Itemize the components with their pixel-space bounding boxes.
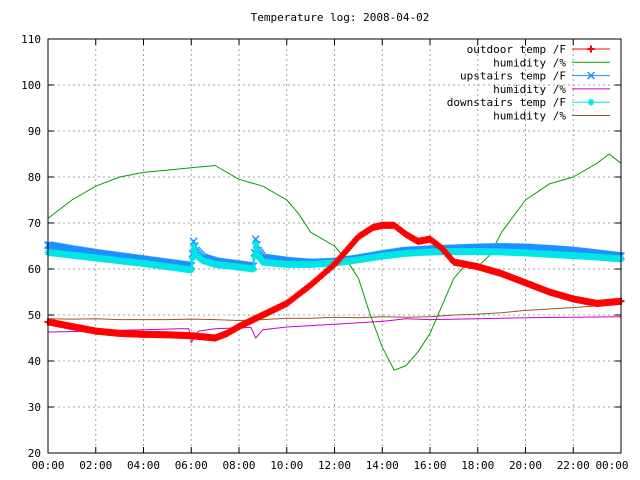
- data-point-marker: [190, 243, 197, 249]
- chart-title: Temperature log: 2008-04-02: [251, 11, 430, 24]
- x-tick-label: 22:00: [557, 459, 590, 472]
- y-tick-label: 80: [28, 171, 41, 184]
- legend-label: humidity /%: [493, 110, 566, 123]
- series-1: [44, 221, 625, 342]
- legend-label: outdoor temp /F: [467, 43, 566, 56]
- series-6: [47, 303, 622, 321]
- x-tick-label: 06:00: [175, 459, 208, 472]
- y-tick-label: 100: [21, 79, 41, 92]
- series-4: [47, 316, 622, 344]
- x-tick-label: 18:00: [461, 459, 494, 472]
- y-tick-label: 20: [28, 447, 41, 460]
- y-axis: 20 30 40 50 60 70 80 90 100 110: [21, 33, 621, 460]
- y-tick-label: 110: [21, 33, 41, 46]
- x-tick-label: 16:00: [413, 459, 446, 472]
- x-tick-label: 02:00: [79, 459, 112, 472]
- y-tick-label: 70: [28, 217, 41, 230]
- series-2: [47, 153, 622, 371]
- x-tick-label: 00:00: [31, 459, 64, 472]
- series-line: [47, 224, 622, 339]
- series-line: [47, 316, 622, 344]
- y-tick-label: 40: [28, 355, 41, 368]
- y-tick-label: 60: [28, 263, 41, 276]
- data-point-marker: [252, 240, 259, 247]
- legend-label: humidity /%: [493, 56, 566, 69]
- data-point-marker: [188, 266, 195, 273]
- x-tick-label: 12:00: [318, 459, 351, 472]
- x-tick-label: 08:00: [222, 459, 255, 472]
- series-line: [47, 153, 622, 371]
- series-line: [47, 303, 622, 321]
- data-point-marker: [250, 266, 257, 272]
- x-tick-label: 10:00: [270, 459, 303, 472]
- y-tick-label: 30: [28, 401, 41, 414]
- data-point-marker: [191, 247, 198, 254]
- x-tick-label: 04:00: [127, 459, 160, 472]
- x-tick-label: 20:00: [509, 459, 542, 472]
- legend-label: upstairs temp /F: [460, 70, 566, 83]
- x-axis: 00:00 02:00 04:00 06:00 08:00 10:00 12:00 14:00…: [31, 39, 629, 472]
- series-5: [44, 240, 625, 274]
- legend-label: downstairs temp /F: [447, 96, 566, 109]
- series-layer: [43, 153, 626, 371]
- legend-label: humidity /%: [493, 83, 566, 96]
- x-tick-label: 00:00: [595, 459, 628, 472]
- y-tick-label: 90: [28, 125, 41, 138]
- data-point-marker: [586, 71, 596, 80]
- x-tick-label: 14:00: [366, 459, 399, 472]
- y-tick-label: 50: [28, 309, 41, 322]
- data-point-marker: [588, 99, 594, 106]
- data-point-marker: [253, 246, 260, 253]
